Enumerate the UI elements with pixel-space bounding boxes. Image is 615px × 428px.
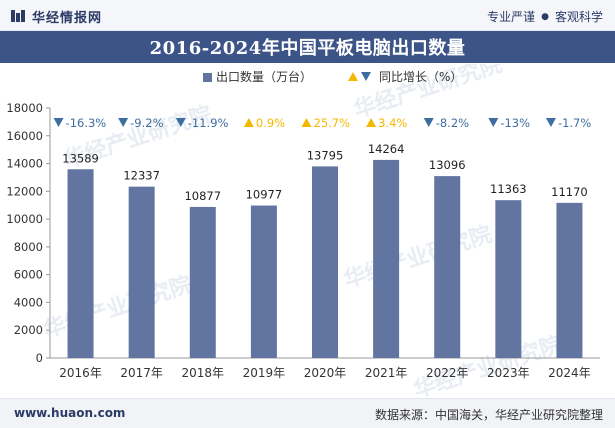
legend-growth-label: 同比增长（%）	[379, 70, 462, 84]
bar-value-label: 11363	[490, 182, 527, 196]
growth-value-label: 0.9%	[256, 116, 285, 130]
bar	[495, 200, 522, 358]
legend-series-label: 出口数量（万台）	[216, 69, 312, 84]
legend-up-triangle-icon	[348, 72, 358, 81]
dot-separator-icon: ●	[541, 11, 549, 22]
growth-down-triangle-icon	[175, 118, 186, 127]
y-tick-label: 10000	[6, 212, 43, 226]
tagline-right: 客观科学	[554, 10, 603, 24]
y-tick-label: 14000	[6, 157, 43, 171]
brand-name: 华经情报网	[32, 10, 103, 26]
data-source: 数据来源：中国海关，华经产业研究院整理	[374, 408, 603, 422]
tagline: 专业严谨 ● 客观科学	[487, 8, 603, 25]
watermark-text: 华经产业研究院	[411, 331, 566, 398]
x-tick-label: 2019年	[243, 366, 286, 380]
y-tick-label: 8000	[14, 240, 43, 254]
x-tick-label: 2018年	[182, 366, 225, 380]
growth-down-triangle-icon	[545, 118, 556, 127]
bar-value-label: 13096	[429, 158, 466, 172]
footer-bar: www.huaon.com 数据来源：中国海关，华经产业研究院整理	[0, 398, 615, 428]
growth-value-label: -13%	[500, 116, 530, 130]
growth-up-triangle-icon	[243, 118, 254, 127]
growth-down-triangle-icon	[53, 118, 64, 127]
bar-value-label: 13795	[307, 148, 344, 162]
header-bar: 华经情报网 专业严谨 ● 客观科学	[0, 0, 615, 31]
bar-value-label: 11170	[551, 185, 588, 199]
growth-value-label: -8.2%	[436, 116, 469, 130]
x-tick-label: 2016年	[59, 366, 102, 380]
growth-value-label: -11.9%	[188, 116, 229, 130]
bar-value-label: 12337	[123, 169, 160, 183]
bar-value-label: 14264	[368, 142, 405, 156]
title-bar: 2016-2024年中国平板电脑出口数量	[0, 31, 615, 63]
x-tick-label: 2017年	[120, 366, 163, 380]
bar-value-label: 13589	[62, 151, 99, 165]
x-tick-label: 2021年	[365, 366, 408, 380]
growth-labels: -16.3% -9.2% -11.9% 0.9% 25.7% 3.4% -8.2% -13% -…	[53, 116, 591, 130]
growth-value-label: -9.2%	[130, 116, 163, 130]
bar	[67, 169, 94, 358]
x-tick-label: 2024年	[548, 366, 591, 380]
legend-bar-swatch	[203, 73, 212, 82]
legend-down-triangle-icon	[361, 72, 371, 81]
bar	[128, 186, 155, 358]
growth-down-triangle-icon	[488, 118, 499, 127]
watermark-text: 华经产业研究院	[41, 271, 196, 343]
brand-logo: 华经情报网	[10, 7, 103, 26]
y-tick-label: 0	[36, 351, 43, 365]
watermark-text: 华经产业研究院	[341, 221, 496, 293]
y-tick-label: 12000	[6, 184, 43, 198]
y-tick-label: 6000	[14, 268, 43, 282]
y-tick-label: 18000	[6, 101, 43, 115]
y-axis: 0 2000 4000 6000 8000 10000 12000 14000 16000 180…	[6, 101, 51, 365]
x-tick-label: 2023年	[487, 366, 530, 380]
bar	[250, 205, 277, 358]
growth-down-triangle-icon	[423, 118, 434, 127]
bar	[189, 206, 216, 358]
growth-value-label: 25.7%	[314, 116, 351, 130]
bar-series: 13589 12337 10877 10977 13795 14264 13096 11363…	[62, 142, 588, 358]
brand-logo-icon	[11, 10, 25, 22]
footer-url: www.huaon.com	[14, 406, 126, 420]
tagline-left: 专业严谨	[487, 10, 536, 24]
growth-value-label: 3.4%	[378, 116, 407, 130]
bar-value-label: 10977	[246, 188, 283, 202]
x-tick-label: 2020年	[304, 366, 347, 380]
bar	[434, 176, 461, 358]
chart-legend: 出口数量（万台） 同比增长（%）	[203, 69, 462, 84]
bar-value-label: 10877	[184, 189, 221, 203]
growth-value-label: -16.3%	[66, 116, 107, 130]
y-tick-label: 2000	[14, 323, 43, 337]
chart-title: 2016-2024年中国平板电脑出口数量	[149, 38, 466, 59]
y-tick-label: 4000	[14, 295, 43, 309]
growth-up-triangle-icon	[366, 118, 377, 127]
growth-value-label: -1.7%	[558, 116, 591, 130]
x-tick-label: 2022年	[426, 366, 469, 380]
bar	[373, 159, 400, 358]
y-tick-label: 16000	[6, 129, 43, 143]
growth-down-triangle-icon	[118, 118, 129, 127]
bar	[312, 166, 338, 358]
bar	[556, 202, 583, 358]
growth-up-triangle-icon	[301, 118, 312, 127]
